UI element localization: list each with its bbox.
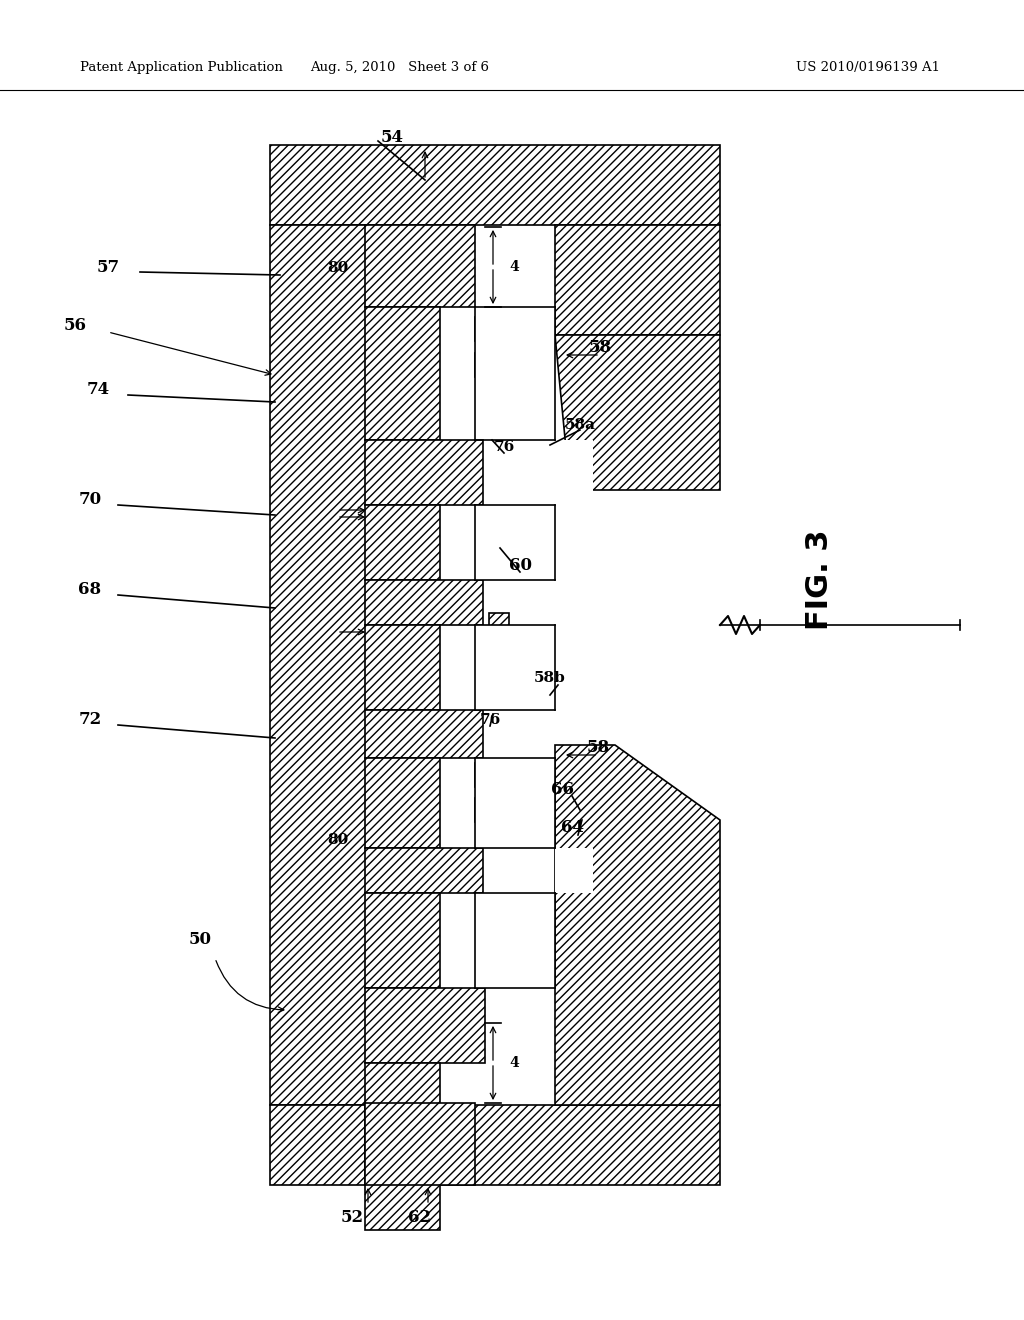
Polygon shape bbox=[475, 799, 550, 822]
Text: 50: 50 bbox=[188, 932, 212, 949]
Bar bbox=[365, 894, 440, 987]
Text: 74: 74 bbox=[86, 381, 110, 399]
Text: 66: 66 bbox=[551, 781, 573, 799]
Text: 64: 64 bbox=[560, 820, 584, 837]
Polygon shape bbox=[475, 763, 550, 787]
Bar bbox=[365, 579, 483, 624]
Text: FIG. 3: FIG. 3 bbox=[806, 529, 835, 630]
Bar bbox=[270, 145, 720, 224]
Text: 72: 72 bbox=[79, 711, 101, 729]
Bar bbox=[365, 1063, 440, 1230]
Text: 4: 4 bbox=[509, 260, 519, 275]
Bar bbox=[475, 894, 555, 987]
Text: 80: 80 bbox=[328, 261, 348, 275]
Text: 70: 70 bbox=[79, 491, 101, 508]
Bar bbox=[365, 758, 440, 847]
Text: 56: 56 bbox=[63, 317, 86, 334]
Text: 57: 57 bbox=[96, 260, 120, 276]
Bar bbox=[475, 758, 555, 847]
Polygon shape bbox=[475, 317, 550, 341]
Bar bbox=[555, 847, 593, 894]
Bar bbox=[365, 224, 475, 308]
Bar bbox=[270, 224, 370, 1105]
Text: 54: 54 bbox=[381, 129, 403, 147]
Bar bbox=[475, 308, 555, 437]
Polygon shape bbox=[475, 352, 550, 378]
Text: 58a: 58a bbox=[564, 418, 596, 432]
Bar bbox=[365, 847, 483, 894]
Bar bbox=[365, 710, 483, 758]
Text: 60: 60 bbox=[509, 557, 531, 573]
Bar bbox=[489, 612, 509, 675]
Polygon shape bbox=[555, 744, 720, 1105]
Text: 68: 68 bbox=[79, 582, 101, 598]
Bar bbox=[270, 1105, 720, 1185]
Text: Aug. 5, 2010   Sheet 3 of 6: Aug. 5, 2010 Sheet 3 of 6 bbox=[310, 62, 489, 74]
Bar bbox=[475, 506, 555, 579]
Bar bbox=[365, 1104, 475, 1185]
Bar bbox=[365, 506, 440, 579]
Text: 76: 76 bbox=[494, 440, 515, 454]
Text: 76: 76 bbox=[479, 713, 501, 727]
Polygon shape bbox=[555, 335, 720, 490]
Text: 4: 4 bbox=[509, 1056, 519, 1071]
Bar bbox=[365, 308, 440, 440]
Text: 52: 52 bbox=[340, 1209, 364, 1226]
Bar bbox=[365, 624, 440, 710]
Text: US 2010/0196139 A1: US 2010/0196139 A1 bbox=[796, 62, 940, 74]
Bar bbox=[365, 440, 483, 506]
Text: 58b: 58b bbox=[535, 671, 566, 685]
Text: 80: 80 bbox=[328, 833, 348, 847]
Text: 58: 58 bbox=[587, 739, 609, 756]
Text: Patent Application Publication: Patent Application Publication bbox=[80, 62, 283, 74]
Bar bbox=[555, 440, 593, 506]
Bar bbox=[475, 624, 555, 710]
Text: 62: 62 bbox=[409, 1209, 431, 1226]
Bar bbox=[555, 224, 720, 335]
Text: 58: 58 bbox=[589, 339, 611, 356]
Bar bbox=[365, 987, 485, 1063]
